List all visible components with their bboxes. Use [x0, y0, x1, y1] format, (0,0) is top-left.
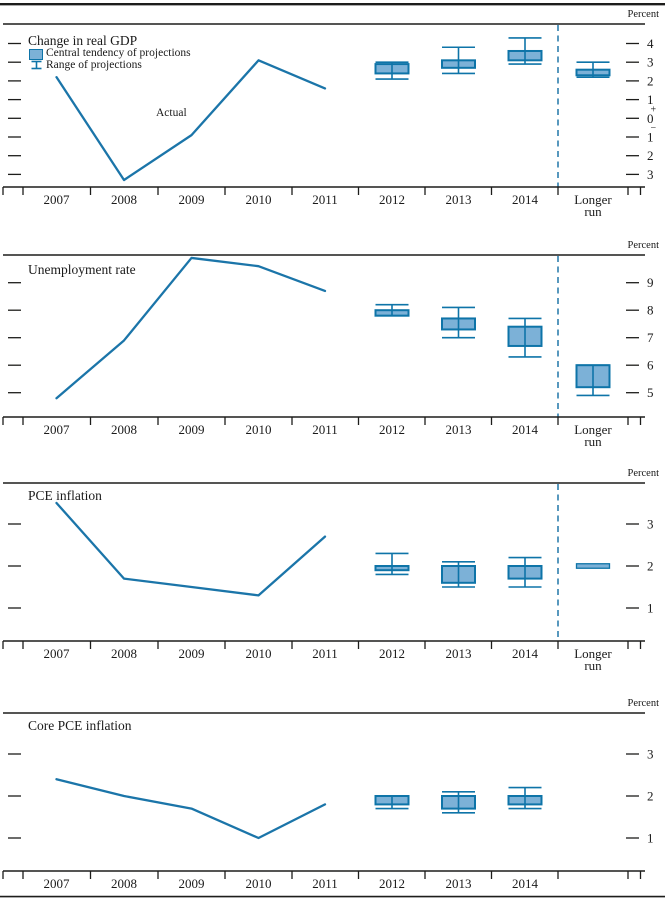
- panel-pce-inflation: 3 2 1 2007 2008 2009 2010 2011 2012 2013 2014 Longe…: [2, 482, 654, 673]
- x-tick-label: 2010: [246, 192, 272, 207]
- y-tick-label: 2: [647, 789, 654, 804]
- x-tick-label: 2012: [379, 422, 405, 437]
- x-tick-label: 2009: [179, 646, 205, 661]
- y-tick-label: 5: [647, 385, 654, 400]
- panel-title-unemployment: Unemployment rate: [28, 262, 136, 277]
- y-tick-label: 7: [647, 330, 654, 345]
- x-tick-label: 2008: [111, 192, 137, 207]
- y-tick-label: 4: [647, 36, 654, 51]
- x-tick-label: 2008: [111, 646, 137, 661]
- y-tick-label: 1: [647, 601, 654, 616]
- x-tick-label: 2011: [312, 646, 338, 661]
- x-tick-label: 2013: [446, 192, 472, 207]
- y-tick-label: 2: [647, 73, 654, 88]
- x-tick-label: 2009: [179, 192, 205, 207]
- y-tick-label: 9: [647, 275, 654, 290]
- longer-run-label: Longer: [574, 422, 612, 437]
- panel-core-pce-inflation: 3 2 1 2007 2008 2009 2010 2011 2012 2013 2014: [2, 712, 654, 891]
- y-axis-minus-sign: −: [651, 123, 657, 134]
- y-tick-label: 1: [647, 92, 654, 107]
- y-tick-label: 3: [647, 167, 654, 182]
- actual-line: [55, 501, 327, 597]
- x-tick-label: 2011: [312, 422, 338, 437]
- x-tick-label: 2013: [446, 646, 472, 661]
- unit-label-gdp: Percent: [627, 9, 660, 20]
- x-tick-label: 2007: [44, 192, 71, 207]
- panel-unemployment-rate: 9 8 7 6 5 2007 2008 2009 2010 2011 2012 2013 2014 Lon…: [2, 254, 654, 449]
- y-tick-label: 3: [647, 55, 654, 70]
- central-tendency-box: [575, 563, 611, 569]
- x-tick-label: 2008: [111, 876, 137, 891]
- range-whisker-legend-icon: [31, 60, 42, 70]
- x-tick-label: 2010: [246, 646, 272, 661]
- x-tick-label: 2012: [379, 646, 405, 661]
- y-tick-label: 0: [647, 111, 654, 126]
- x-tick-label: 2010: [246, 876, 272, 891]
- y-tick-label: 2: [647, 559, 654, 574]
- longer-run-label: run: [584, 658, 602, 673]
- unit-label-unemployment: Percent: [627, 240, 660, 251]
- x-tick-label: 2011: [312, 192, 338, 207]
- x-tick-label: 2014: [512, 646, 539, 661]
- central-tendency-legend-swatch: [29, 49, 43, 60]
- x-tick-label: 2013: [446, 876, 472, 891]
- legend-central-tendency-label: Central tendency of projections: [46, 47, 191, 59]
- x-tick-label: 2012: [379, 192, 405, 207]
- longer-run-label: Longer: [574, 646, 612, 661]
- x-tick-label: 2007: [44, 422, 71, 437]
- actual-line-annotation: Actual: [156, 107, 187, 119]
- actual-line: [55, 778, 327, 840]
- y-tick-label: 1: [647, 831, 654, 846]
- panel-change-in-real-gdp: 4 3 2 1 0 1 2 3 + − 2007 2008 2009 2010 2011 2012 2013 20…: [2, 23, 657, 219]
- actual-line: [55, 256, 327, 400]
- x-tick-label: 2013: [446, 422, 472, 437]
- x-tick-label: 2007: [44, 876, 71, 891]
- y-tick-label: 8: [647, 303, 654, 318]
- x-tick-label: 2007: [44, 646, 71, 661]
- unit-label-core-pce: Percent: [627, 698, 660, 709]
- y-axis-plus-sign: +: [651, 104, 657, 115]
- x-tick-label: 2010: [246, 422, 272, 437]
- y-tick-label: 1: [647, 130, 654, 145]
- longer-run-label: Longer: [574, 192, 612, 207]
- x-tick-label: 2008: [111, 422, 137, 437]
- x-tick-label: 2014: [512, 422, 539, 437]
- longer-run-label: run: [584, 434, 602, 449]
- x-tick-label: 2009: [179, 422, 205, 437]
- panel-title-pce: PCE inflation: [28, 488, 102, 503]
- actual-line: [55, 59, 327, 182]
- legend-range-label: Range of projections: [46, 59, 142, 71]
- y-tick-label: 2: [647, 148, 654, 163]
- x-tick-label: 2014: [512, 192, 539, 207]
- y-tick-label: 6: [647, 358, 654, 373]
- x-tick-label: 2009: [179, 876, 205, 891]
- panel-title-core-pce: Core PCE inflation: [28, 718, 132, 733]
- x-tick-label: 2011: [312, 876, 338, 891]
- panel-title-gdp: Change in real GDP: [28, 33, 138, 48]
- longer-run-label: run: [584, 204, 602, 219]
- y-tick-label: 3: [647, 747, 654, 762]
- y-tick-label: 3: [647, 517, 654, 532]
- unit-label-pce: Percent: [627, 468, 660, 479]
- x-tick-label: 2014: [512, 876, 539, 891]
- x-tick-label: 2012: [379, 876, 405, 891]
